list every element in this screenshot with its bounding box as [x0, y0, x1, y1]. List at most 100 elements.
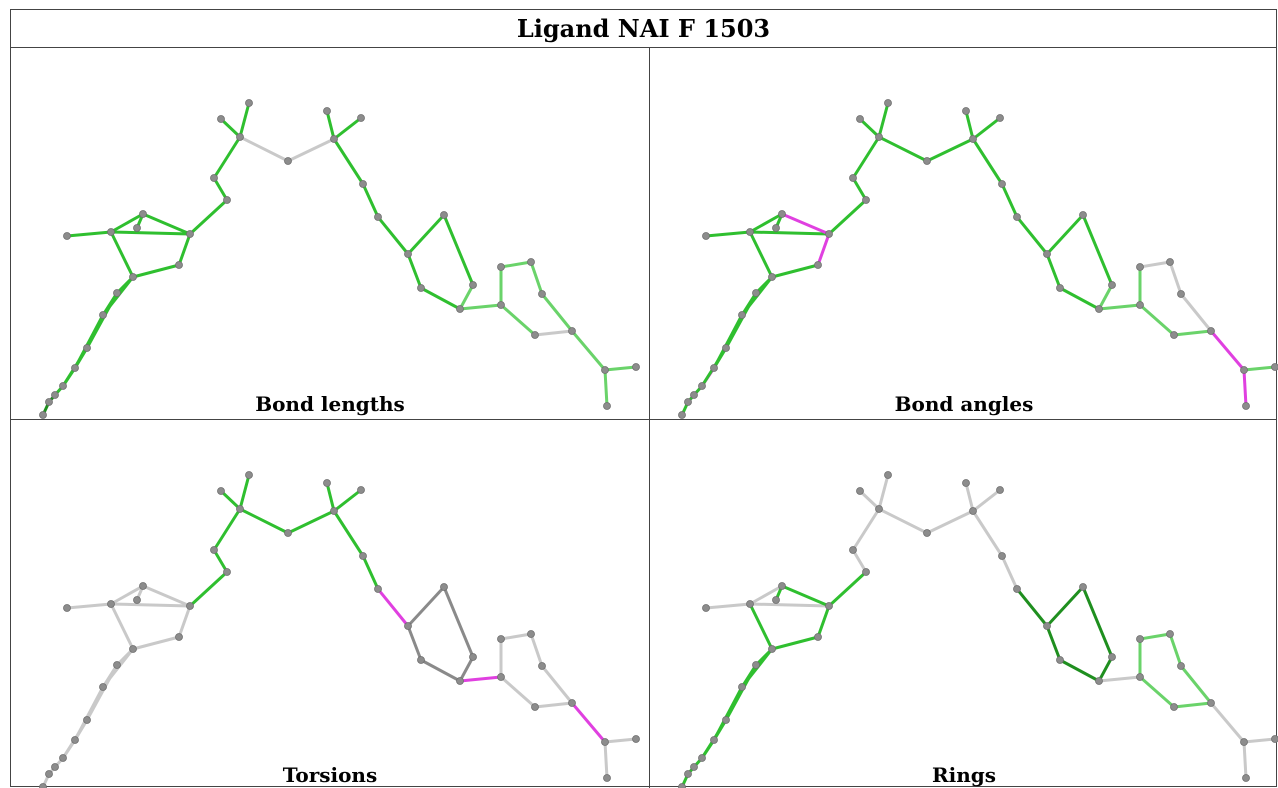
bond [1138, 632, 1172, 641]
bond [458, 283, 475, 311]
atom [531, 703, 539, 711]
atom [330, 507, 338, 515]
atom [357, 114, 365, 122]
bond [712, 313, 744, 370]
bond [1097, 655, 1114, 683]
atom [814, 633, 822, 641]
bond [73, 685, 105, 742]
atom [323, 107, 331, 115]
atom [456, 677, 464, 685]
atom [39, 411, 47, 419]
atom [1136, 301, 1144, 309]
molecule-bond-angles [678, 99, 1278, 419]
caption-torsions: Torsions [282, 763, 378, 787]
atom [223, 568, 231, 576]
bond [1045, 213, 1085, 256]
bond [1168, 260, 1183, 296]
bond [65, 602, 113, 610]
atom [417, 284, 425, 292]
atom [678, 411, 686, 419]
atom [139, 582, 147, 590]
atom [814, 261, 822, 269]
atom [768, 645, 776, 653]
bond [406, 624, 423, 662]
atom [1056, 284, 1064, 292]
bond [361, 554, 380, 591]
bond [499, 303, 537, 337]
atom [1177, 290, 1185, 298]
atom [603, 402, 611, 410]
atom [738, 311, 746, 319]
bond [704, 602, 752, 610]
bond [603, 740, 609, 780]
bond [1058, 658, 1101, 683]
bond [376, 587, 410, 628]
bond [1045, 624, 1062, 662]
bond [529, 260, 544, 296]
atom [1043, 622, 1051, 630]
atom [969, 135, 977, 143]
atom [710, 364, 718, 372]
atom [83, 344, 91, 352]
atom [497, 635, 505, 643]
bond [499, 260, 533, 269]
atom [1240, 366, 1248, 374]
atom [469, 653, 477, 661]
atom [217, 115, 225, 123]
bond [533, 701, 574, 709]
atom [678, 783, 686, 788]
bond [1097, 283, 1114, 311]
atom [923, 157, 931, 165]
bond [877, 135, 929, 163]
atom [1240, 738, 1248, 746]
atom [531, 331, 539, 339]
atom [710, 736, 718, 744]
atom [849, 174, 857, 182]
atom [71, 364, 79, 372]
bond [419, 286, 462, 311]
atom [133, 224, 141, 232]
bond [1138, 675, 1176, 709]
bond [770, 635, 820, 651]
bond [1015, 587, 1049, 628]
atom [374, 585, 382, 593]
bond [827, 570, 868, 608]
atom [469, 281, 477, 289]
atom [1271, 735, 1278, 743]
atom [568, 699, 576, 707]
atom [722, 716, 730, 724]
bond [286, 509, 336, 535]
atom [698, 754, 706, 762]
bond [540, 664, 574, 705]
caption-bond-lengths: Bond lengths [255, 392, 405, 416]
atom [1170, 331, 1178, 339]
bond [406, 585, 446, 628]
bond [1179, 664, 1213, 705]
bond [325, 481, 336, 513]
atom [601, 738, 609, 746]
atom [107, 600, 115, 608]
atom [129, 645, 137, 653]
atom [71, 736, 79, 744]
bond [780, 584, 831, 608]
bond [65, 230, 113, 238]
atom [746, 228, 754, 236]
atom [1095, 305, 1103, 313]
atom [236, 133, 244, 141]
bond [1097, 303, 1142, 311]
atom [404, 622, 412, 630]
atom [1242, 402, 1250, 410]
atom [1095, 677, 1103, 685]
atom [856, 487, 864, 495]
bond [1242, 737, 1277, 744]
atom [1207, 327, 1215, 335]
atom [752, 661, 760, 669]
bond [141, 584, 192, 608]
bond [458, 655, 475, 683]
atom [497, 301, 505, 309]
bond [499, 675, 537, 709]
bond [1209, 701, 1246, 744]
atom [45, 770, 53, 778]
atom [772, 224, 780, 232]
atom [1108, 281, 1116, 289]
